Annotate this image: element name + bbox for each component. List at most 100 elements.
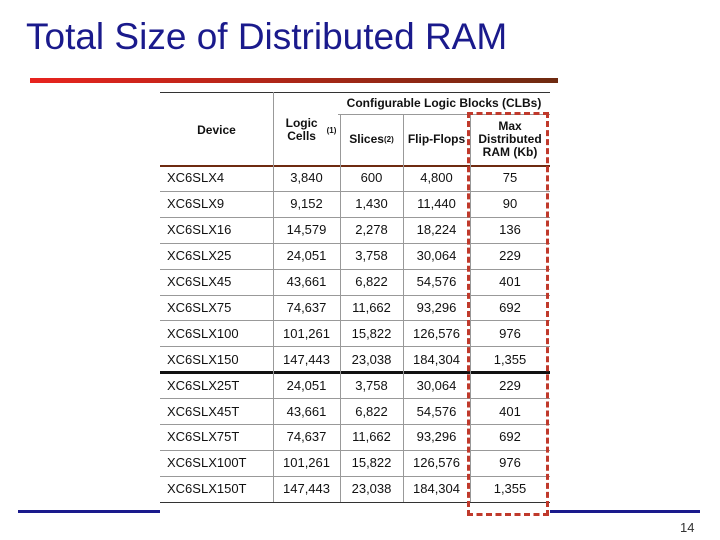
- value-cell: 9,152: [290, 196, 323, 212]
- device-cell: XC6SLX9: [167, 196, 225, 212]
- value-cell: 90: [502, 196, 518, 212]
- table-bottom: [160, 501, 550, 503]
- value-cell: 600: [360, 170, 383, 186]
- value-cell: 2,278: [355, 222, 388, 238]
- row-line: [160, 424, 550, 425]
- column-label: Device: [197, 122, 236, 137]
- value-cell: 93,296: [416, 299, 457, 315]
- value-cell: 14,579: [286, 222, 327, 238]
- device-cell: XC6SLX25: [167, 248, 232, 264]
- device-cell: XC6SLX150T: [167, 481, 247, 497]
- column-line: [403, 114, 404, 502]
- value-cell: 74,637: [286, 299, 327, 315]
- value-cell: 24,051: [286, 248, 327, 264]
- value-cell: 126,576: [413, 455, 460, 471]
- device-cell: XC6SLX4: [167, 170, 225, 186]
- title-rule: [30, 78, 558, 83]
- device-cell: XC6SLX100: [167, 325, 239, 341]
- value-cell: 11,662: [352, 299, 391, 315]
- column-line: [470, 114, 471, 502]
- value-cell: 1,430: [355, 196, 388, 212]
- group-header: Configurable Logic Blocks (CLBs): [346, 95, 542, 110]
- column-label: Logic Cells: [285, 116, 318, 143]
- column-header: Slices (2): [340, 114, 403, 164]
- value-cell: 6,822: [355, 274, 388, 290]
- value-cell: 30,064: [416, 377, 457, 393]
- value-cell: 23,038: [351, 481, 392, 497]
- row-line: [160, 398, 550, 400]
- value-cell: 23,038: [351, 351, 392, 367]
- highlight-box: [467, 112, 549, 516]
- device-cell: XC6SLX45: [167, 274, 232, 290]
- value-cell: 4,800: [420, 170, 453, 186]
- row-line: [160, 475, 550, 477]
- value-cell: 30,064: [416, 248, 457, 264]
- value-cell: 976: [499, 325, 521, 341]
- slide-title: Total Size of Distributed RAM: [26, 16, 508, 57]
- value-cell: 147,443: [283, 351, 330, 367]
- header-line: [338, 114, 550, 115]
- value-cell: 11,440: [417, 196, 456, 212]
- column-label: Slices: [349, 131, 384, 146]
- value-cell: 147,443: [283, 481, 330, 497]
- footnote-ref: (2): [383, 134, 394, 144]
- value-cell: 101,261: [283, 325, 330, 341]
- column-line: [273, 92, 274, 502]
- value-cell: 136: [499, 222, 521, 238]
- value-cell: 692: [499, 429, 521, 445]
- value-cell: 101,261: [283, 455, 330, 471]
- value-cell: 1,355: [493, 481, 527, 497]
- value-cell: 43,661: [286, 403, 327, 419]
- row-line: [160, 294, 550, 296]
- value-cell: 692: [499, 299, 521, 315]
- value-cell: 184,304: [413, 351, 460, 367]
- column-header: Flip-Flops: [403, 114, 470, 164]
- device-cell: XC6SLX25T: [167, 377, 240, 393]
- value-cell: 43,661: [286, 274, 327, 290]
- value-cell: 15,822: [351, 455, 392, 471]
- column-label: Flip-Flops: [407, 131, 466, 146]
- row-line: [160, 320, 550, 322]
- footnote-ref: (1): [326, 125, 337, 135]
- value-cell: 11,662: [352, 429, 391, 445]
- value-cell: 401: [499, 403, 521, 419]
- device-cell: XC6SLX16: [167, 222, 232, 238]
- header-line: [160, 92, 550, 93]
- device-cell: XC6SLX75: [167, 299, 232, 315]
- value-cell: 74,637: [286, 429, 327, 445]
- value-cell: 75: [502, 170, 518, 186]
- column-header: Logic Cells (1): [273, 106, 340, 154]
- device-cell: XC6SLX45T: [167, 403, 240, 419]
- row-line: [160, 346, 550, 348]
- column-header: Device: [160, 106, 273, 154]
- header-line: [160, 165, 550, 167]
- column-line: [340, 114, 341, 502]
- value-cell: 54,576: [416, 274, 457, 290]
- value-cell: 3,758: [355, 248, 388, 264]
- value-cell: 15,822: [351, 325, 392, 341]
- spec-table: Configurable Logic Blocks (CLBs) Device Lo…: [160, 92, 550, 515]
- value-cell: 229: [499, 377, 521, 393]
- value-cell: 401: [499, 274, 521, 290]
- row-line: [160, 268, 550, 270]
- value-cell: 126,576: [413, 325, 460, 341]
- row-line: [160, 449, 550, 451]
- value-cell: 3,758: [355, 377, 388, 393]
- row-line: [160, 371, 550, 375]
- device-cell: XC6SLX150: [167, 351, 239, 367]
- column-label: Max Distributed RAM (Kb): [478, 118, 542, 159]
- value-cell: 3,840: [290, 170, 323, 186]
- value-cell: 184,304: [413, 481, 460, 497]
- value-cell: 976: [499, 455, 521, 471]
- value-cell: 24,051: [286, 377, 327, 393]
- row-line: [160, 190, 550, 192]
- value-cell: 1,355: [493, 351, 527, 367]
- page-number: 14: [680, 520, 695, 535]
- value-cell: 18,224: [416, 222, 457, 238]
- value-cell: 229: [499, 248, 521, 264]
- device-cell: XC6SLX75T: [167, 429, 240, 445]
- row-line: [160, 242, 550, 244]
- value-cell: 93,296: [416, 429, 457, 445]
- row-line: [160, 216, 550, 218]
- value-cell: 6,822: [355, 403, 388, 419]
